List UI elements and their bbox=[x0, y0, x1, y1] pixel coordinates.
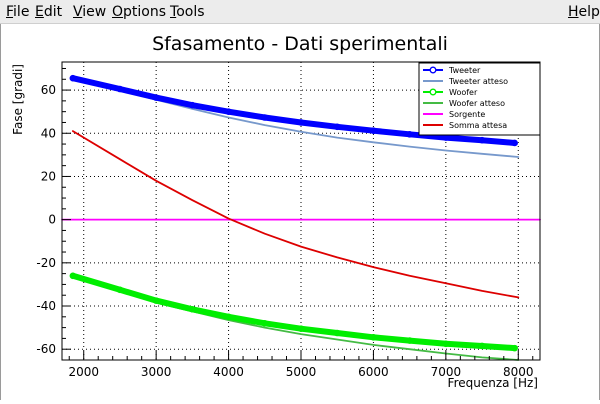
y-tick-label: -60 bbox=[36, 342, 56, 356]
plot-canvas[interactable]: 2000 3000 4000 5000 6000 7000 8000 -60 -40 -20 0 20… bbox=[0, 24, 600, 400]
legend-label-woofer-atteso: Woofer atteso bbox=[449, 99, 505, 108]
point-woofer bbox=[152, 297, 160, 304]
point-woofer bbox=[189, 305, 196, 313]
y-tick-label: -20 bbox=[36, 256, 56, 270]
point-woofer bbox=[261, 319, 269, 327]
legend-label-sorgente: Sorgente bbox=[449, 110, 485, 119]
legend: Tweeter Tweeter atteso Woofer Woofer atteso… bbox=[418, 62, 541, 136]
y-axis-label: Fase [gradi] bbox=[11, 64, 25, 135]
menu-view[interactable]: View bbox=[73, 4, 107, 20]
point-woofer bbox=[406, 337, 413, 344]
point-woofer bbox=[370, 334, 377, 341]
menu-tools[interactable]: Tools bbox=[170, 4, 205, 20]
point-tweeter bbox=[261, 114, 269, 121]
x-tick-label: 6000 bbox=[358, 365, 389, 379]
point-woofer bbox=[478, 342, 486, 350]
point-woofer bbox=[333, 329, 341, 337]
x-tick-label: 4000 bbox=[213, 365, 244, 379]
y-tick-label: -40 bbox=[36, 299, 56, 313]
legend-label-woofer: Woofer bbox=[449, 88, 478, 97]
y-tick-label: 40 bbox=[41, 126, 56, 140]
point-tweeter bbox=[406, 131, 413, 138]
series-woofer-atteso bbox=[72, 274, 520, 361]
series-tweeter bbox=[69, 75, 518, 146]
series-somma-attesa bbox=[72, 130, 520, 299]
point-tweeter bbox=[225, 108, 232, 115]
menu-options[interactable]: Options bbox=[112, 4, 167, 20]
series-woofer bbox=[69, 272, 518, 352]
window-border-left bbox=[0, 24, 1, 400]
point-woofer bbox=[225, 313, 232, 321]
point-woofer bbox=[297, 325, 305, 332]
point-woofer bbox=[511, 344, 518, 352]
x-tick-label: 8000 bbox=[503, 365, 534, 379]
chart-title: Sfasamento - Dati sperimentali bbox=[152, 33, 448, 55]
x-tick-label: 3000 bbox=[141, 365, 172, 379]
point-tweeter bbox=[370, 127, 377, 134]
x-tick-label: 2000 bbox=[68, 365, 99, 379]
point-tweeter bbox=[297, 119, 305, 126]
y-tick-label: 60 bbox=[41, 83, 56, 97]
x-tick-label: 7000 bbox=[431, 365, 462, 379]
legend-label-tweeter-atteso: Tweeter atteso bbox=[448, 77, 508, 86]
menu-help[interactable]: Help bbox=[568, 4, 600, 20]
point-tweeter bbox=[69, 74, 77, 82]
point-woofer bbox=[116, 286, 124, 294]
point-tweeter bbox=[189, 101, 196, 109]
legend-label-somma-attesa: Somma attesa bbox=[449, 121, 507, 130]
y-tick-label: 0 bbox=[48, 213, 56, 227]
phase-chart: 2000 3000 4000 5000 6000 7000 8000 -60 -40 -20 0 20… bbox=[11, 33, 541, 390]
y-tick-label: 20 bbox=[41, 169, 56, 183]
point-tweeter bbox=[152, 94, 160, 101]
x-axis-label: Frequenza [Hz] bbox=[448, 376, 538, 390]
point-tweeter bbox=[116, 85, 124, 93]
legend-label-tweeter: Tweeter bbox=[448, 66, 481, 75]
menu-file[interactable]: File bbox=[6, 4, 30, 20]
menu-bar: File Edit View Options Tools Help bbox=[0, 0, 600, 24]
point-woofer bbox=[442, 340, 450, 348]
legend-box bbox=[418, 62, 541, 136]
x-tick-label: 5000 bbox=[286, 365, 317, 379]
point-tweeter bbox=[333, 123, 341, 131]
point-tweeter bbox=[478, 136, 486, 144]
point-tweeter bbox=[511, 139, 518, 147]
legend-marker-tweeter bbox=[429, 66, 437, 74]
menu-edit[interactable]: Edit bbox=[35, 4, 63, 20]
legend-marker-woofer bbox=[429, 88, 437, 96]
point-woofer bbox=[69, 272, 77, 280]
